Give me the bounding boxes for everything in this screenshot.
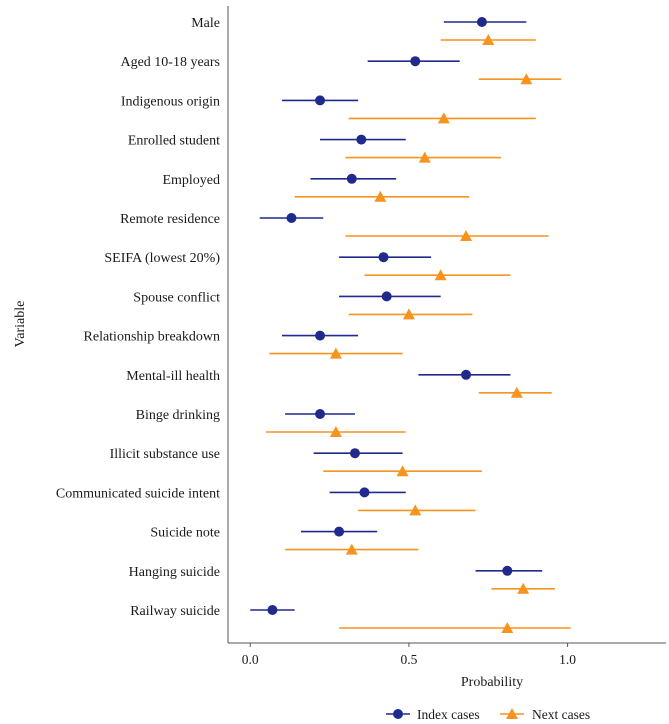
index-cases-point-spouse-conflict [381, 291, 392, 302]
x-ticks: 0.0 0.5 1.0 [242, 643, 576, 667]
category-label-employed: Employed [162, 173, 220, 188]
index-cases-point-binge-drinking [315, 409, 326, 419]
series-layer [250, 17, 571, 633]
next-cases-point-binge-drinking [329, 426, 342, 437]
next-cases-point-seifa-lowest-20 [434, 269, 447, 281]
legend-label-index-cases: Index cases [417, 707, 480, 722]
next-cases-point-aged-10-18-years [520, 73, 533, 85]
next-cases-point-relationship-breakdown [329, 347, 342, 359]
legend-marker-index-cases [393, 709, 403, 719]
category-label-aged-10-18-years: Aged 10-18 years [120, 55, 220, 70]
category-label-communicated-suicide-intent: Communicated suicide intent [56, 486, 220, 501]
next-cases-point-railway-suicide [501, 622, 514, 633]
next-cases-point-indigenous-origin [437, 112, 450, 124]
index-cases-point-mental-ill-health [461, 369, 472, 380]
legend-marker-next-cases [506, 708, 518, 719]
category-label-relationship-breakdown: Relationship breakdown [84, 330, 220, 345]
next-cases-point-hanging-suicide [517, 582, 530, 594]
y-axis-title: Variable [13, 301, 28, 348]
category-label-enrolled-student: Enrolled student [128, 134, 220, 149]
category-label-male: Male [191, 16, 220, 31]
series-index-cases [250, 17, 543, 615]
index-cases-point-seifa-lowest-20 [378, 252, 389, 263]
category-label-remote-residence: Remote residence [120, 212, 220, 227]
category-label-spouse-conflict: Spouse conflict [133, 290, 220, 305]
next-cases-point-spouse-conflict [402, 308, 415, 320]
category-label-suicide-note: Suicide note [150, 526, 220, 541]
next-cases-point-enrolled-student [418, 151, 431, 163]
index-cases-point-employed [346, 173, 357, 184]
index-cases-point-remote-residence [286, 213, 297, 223]
index-cases-point-illicit-substance-use [349, 448, 360, 459]
legend-item-index-cases: Index cases [386, 707, 480, 722]
next-cases-point-illicit-substance-use [396, 465, 409, 477]
legend: Index cases Next cases [386, 707, 590, 722]
next-cases-point-suicide-note [345, 543, 358, 555]
axes [227, 6, 666, 644]
index-cases-point-enrolled-student [356, 134, 367, 145]
x-axis-title: Probability [461, 675, 523, 690]
category-label-railway-suicide: Railway suicide [130, 604, 220, 619]
category-label-illicit-substance-use: Illicit substance use [110, 447, 220, 462]
category-label-indigenous-origin: Indigenous origin [121, 94, 220, 109]
category-label-hanging-suicide: Hanging suicide [129, 565, 220, 580]
next-cases-point-mental-ill-health [510, 386, 523, 398]
x-tick-label: 0.5 [400, 652, 417, 667]
index-cases-point-communicated-suicide-intent [359, 487, 370, 498]
index-cases-point-hanging-suicide [502, 565, 513, 576]
x-tick-label: 1.0 [559, 652, 576, 667]
x-tick-label: 0.0 [242, 652, 259, 667]
series-next-cases [266, 34, 571, 633]
index-cases-point-suicide-note [334, 526, 345, 537]
next-cases-point-communicated-suicide-intent [409, 504, 422, 516]
index-cases-point-male [476, 17, 487, 27]
legend-item-next-cases: Next cases [500, 707, 590, 722]
next-cases-point-employed [374, 190, 387, 202]
index-cases-point-railway-suicide [267, 605, 278, 615]
index-cases-point-relationship-breakdown [315, 330, 326, 341]
category-label-binge-drinking: Binge drinking [136, 408, 220, 423]
index-cases-point-aged-10-18-years [410, 56, 421, 67]
category-labels: Male Aged 10-18 years Indigenous origin Enr… [56, 16, 220, 619]
index-cases-point-indigenous-origin [315, 95, 326, 106]
next-cases-point-remote-residence [460, 230, 473, 241]
next-cases-point-male [482, 34, 495, 45]
legend-label-next-cases: Next cases [532, 707, 590, 722]
category-label-seifa-lowest-20: SEIFA (lowest 20%) [104, 251, 220, 266]
category-label-mental-ill-health: Mental-ill health [126, 369, 220, 384]
